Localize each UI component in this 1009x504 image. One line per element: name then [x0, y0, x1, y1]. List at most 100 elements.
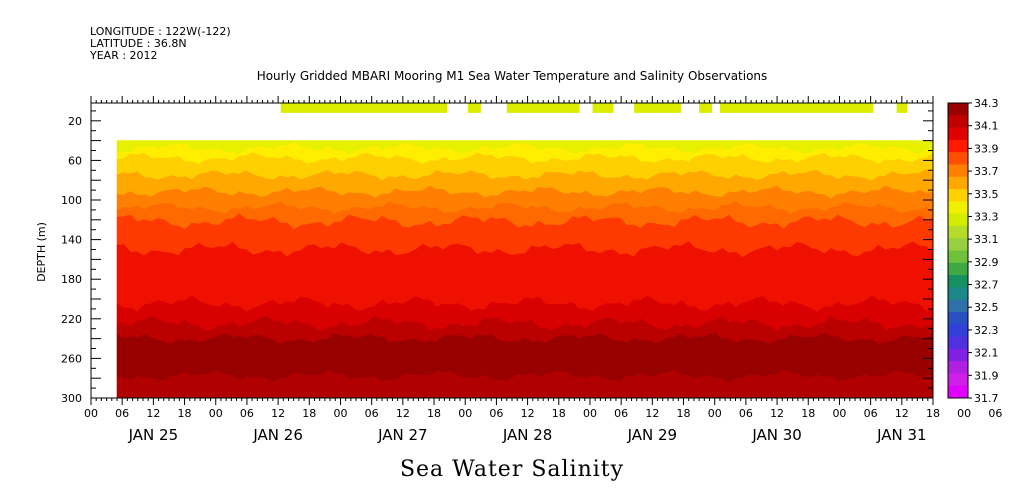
colorbar-label: 32.3	[974, 324, 999, 337]
x-hour-label: 06	[739, 407, 753, 420]
y-tick-label: 100	[61, 194, 82, 207]
x-hour-label: 18	[427, 407, 441, 420]
colorbar-swatch-18	[948, 324, 968, 338]
x-day-label: JAN 31	[876, 426, 927, 444]
colorbar-swatch-1	[948, 115, 968, 129]
colorbar-swatch-19	[948, 336, 968, 350]
x-hour-label: 12	[396, 407, 410, 420]
latitude-label: LATITUDE : 36.8N	[90, 37, 187, 50]
variable-label: Sea Water Salinity	[400, 457, 624, 482]
x-hour-label: 18	[302, 407, 316, 420]
x-day-label: JAN 29	[627, 426, 678, 444]
colorbar-label: 33.7	[974, 165, 999, 178]
x-hour-label: 00	[583, 407, 597, 420]
surface-segment-0	[280, 103, 448, 113]
chart-title: Hourly Gridded MBARI Mooring M1 Sea Wate…	[257, 69, 768, 83]
x-hour-label: 18	[926, 407, 940, 420]
colorbar-swatch-3	[948, 139, 968, 153]
x-day-label: JAN 27	[377, 426, 428, 444]
colorbar-label: 32.1	[974, 347, 999, 360]
y-tick-label: 140	[61, 234, 82, 247]
x-hour-label: 18	[801, 407, 815, 420]
axes: 00 06 12 18 00 06 12 18 00 06 12 18 00 06 12 18 00 06 12 18…	[61, 96, 1002, 444]
x-hour-label: 12	[271, 407, 285, 420]
x-hour-label: 18	[178, 407, 192, 420]
colorbar-swatch-10	[948, 225, 968, 239]
x-hour-label: 12	[645, 407, 659, 420]
y-tick-label: 260	[61, 352, 82, 365]
x-hour-label: 12	[521, 407, 535, 420]
surface-segment-1	[467, 103, 481, 113]
surface-segment-4	[634, 103, 681, 113]
colorbar-swatch-15	[948, 287, 968, 301]
colorbar-label: 34.1	[974, 120, 999, 133]
colorbar-label: 33.1	[974, 233, 999, 246]
colorbar-swatch-7	[948, 189, 968, 202]
y-axis-label: DEPTH (m)	[35, 222, 48, 282]
x-hour-label: 06	[614, 407, 628, 420]
x-hour-label: 12	[895, 407, 909, 420]
salinity-layer-10	[116, 332, 934, 384]
x-hour-label: 00	[832, 407, 846, 420]
surface-segment-5	[699, 103, 713, 113]
x-hour-label: 06	[988, 407, 1002, 420]
colorbar-swatch-20	[948, 348, 968, 362]
colorbar-swatch-4	[948, 152, 968, 165]
colorbar-label: 33.3	[974, 210, 999, 223]
colorbar-label: 32.9	[974, 256, 999, 269]
colorbar-label: 32.7	[974, 279, 999, 292]
x-hour-label: 00	[209, 407, 223, 420]
colorbar-swatch-22	[948, 373, 968, 387]
colorbar-swatch-8	[948, 201, 968, 215]
colorbar-swatch-23	[948, 385, 968, 399]
x-day-label: JAN 30	[751, 426, 802, 444]
longitude-label: LONGITUDE : 122W(-122)	[90, 25, 231, 38]
colorbar-swatch-2	[948, 127, 968, 141]
x-hour-label: 06	[864, 407, 878, 420]
surface-segment-3	[592, 103, 614, 113]
colorbar-swatch-9	[948, 213, 968, 227]
x-hour-label: 06	[489, 407, 503, 420]
y-tick-label: 180	[61, 273, 82, 286]
x-day-label: JAN 25	[128, 426, 179, 444]
colorbar-swatch-5	[948, 164, 968, 178]
colorbar: 34.3 34.1 33.9 33.7 33.5 33.3 33.1 32.9 32.7 32.5…	[947, 97, 999, 405]
x-hour-label: 18	[677, 407, 691, 420]
colorbar-swatch-17	[948, 311, 968, 325]
colorbar-swatch-0	[948, 103, 968, 116]
colorbar-label: 34.3	[974, 97, 999, 110]
colorbar-label: 31.7	[974, 392, 999, 405]
x-hour-label: 00	[708, 407, 722, 420]
y-tick-label: 60	[68, 154, 82, 167]
colorbar-label: 33.9	[974, 142, 999, 155]
surface-segment-6	[719, 103, 874, 113]
colorbar-swatch-14	[948, 275, 968, 288]
x-hour-label: 12	[146, 407, 160, 420]
x-hour-label: 00	[458, 407, 472, 420]
x-day-label: JAN 28	[502, 426, 553, 444]
y-tick-label: 220	[61, 313, 82, 326]
x-day-label: JAN 26	[252, 426, 303, 444]
x-hour-label: 00	[333, 407, 347, 420]
x-hour-label: 00	[84, 407, 98, 420]
surface-segment-2	[506, 103, 580, 113]
colorbar-swatch-11	[948, 238, 968, 251]
colorbar-swatch-13	[948, 262, 968, 276]
colorbar-label: 32.5	[974, 301, 999, 314]
x-hour-label: 00	[957, 407, 971, 420]
x-hour-label: 06	[365, 407, 379, 420]
y-tick-label: 300	[61, 392, 82, 405]
x-hour-label: 06	[240, 407, 254, 420]
colorbar-swatch-6	[948, 176, 968, 190]
surface-segment-7	[896, 103, 908, 113]
x-hour-label: 18	[552, 407, 566, 420]
colorbar-swatch-21	[948, 361, 968, 374]
plot-area	[116, 103, 934, 399]
year-label: YEAR : 2012	[89, 49, 158, 62]
colorbar-swatch-16	[948, 299, 968, 313]
x-hour-label: 06	[115, 407, 129, 420]
y-tick-label: 20	[68, 115, 82, 128]
colorbar-frame	[947, 102, 969, 399]
colorbar-label: 31.9	[974, 369, 999, 382]
